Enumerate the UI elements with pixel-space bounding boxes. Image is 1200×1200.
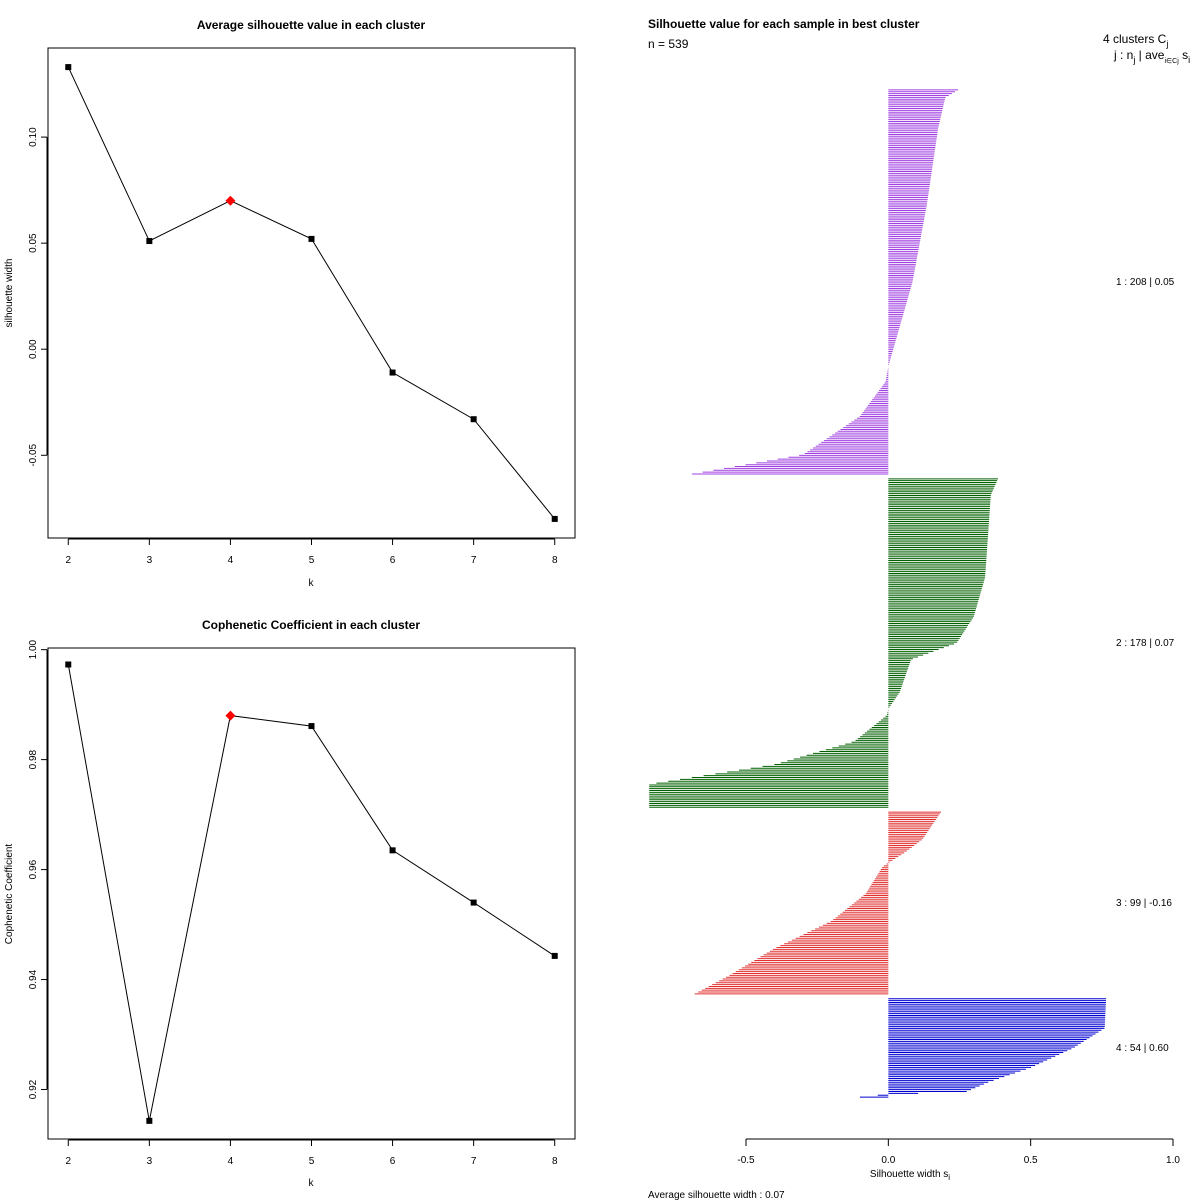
- chart1-plot-frame: [47, 47, 576, 539]
- data-point: [65, 661, 72, 668]
- chart3-xlabel: Silhouette width si: [870, 1169, 950, 1182]
- x-tick-label: 3: [147, 1156, 153, 1167]
- y-tick-label: 0.94: [28, 969, 39, 989]
- y-tick-label: 1.00: [28, 639, 39, 659]
- cophenetic-line-chart: Cophenetic Coefficient in each cluster k…: [4, 618, 576, 1189]
- y-tick-label: 0.98: [28, 749, 39, 769]
- highlight-point: [225, 195, 236, 206]
- silhouette-line-chart: Average silhouette value in each cluster…: [4, 18, 576, 589]
- chart1-series-line: [67, 66, 556, 520]
- chart3-sample-count: n = 539: [648, 37, 689, 51]
- data-point: [389, 847, 396, 854]
- chart2-series-line: [67, 664, 555, 1121]
- x-tick-label: 3: [147, 555, 153, 566]
- y-tick-label: 0.96: [28, 859, 39, 879]
- y-tick-label: -0.05: [28, 443, 39, 466]
- chart2-xlabel: k: [309, 1178, 315, 1189]
- y-tick-label: 0.05: [28, 233, 39, 253]
- data-point: [389, 369, 396, 376]
- data-point: [470, 416, 477, 423]
- silhouette-bar-chart: Silhouette value for each sample in best…: [648, 17, 1190, 1200]
- chart1-xlabel: k: [309, 578, 315, 589]
- y-tick-label: 0.10: [28, 127, 39, 147]
- y-tick-label: 0.00: [28, 339, 39, 359]
- data-point: [470, 899, 477, 906]
- x-tick-label: 2: [65, 555, 71, 566]
- data-point: [551, 515, 558, 522]
- cluster-label: 2 : 178 | 0.07: [1116, 638, 1175, 649]
- chart3-title: Silhouette value for each sample in best…: [648, 17, 920, 31]
- data-point: [551, 952, 558, 959]
- x-tick-label: 4: [228, 555, 234, 566]
- x-tick-label: 2: [65, 1156, 71, 1167]
- data-point: [146, 1117, 153, 1124]
- x-tick-label: 0.0: [881, 1155, 895, 1166]
- cluster-count-header: 4 clusters Cj: [1103, 32, 1168, 49]
- x-tick-label: 5: [309, 555, 315, 566]
- data-point: [65, 64, 72, 71]
- chart2-ylabel: Cophenetic Coefficient: [4, 844, 15, 945]
- cluster-label: 1 : 208 | 0.05: [1116, 277, 1175, 288]
- data-point: [308, 723, 315, 730]
- y-tick-label: 0.92: [28, 1079, 39, 1099]
- average-silhouette-footer: Average silhouette width : 0.07: [648, 1190, 785, 1200]
- data-point: [308, 235, 315, 242]
- x-tick-label: 4: [228, 1156, 234, 1167]
- chart2-title: Cophenetic Coefficient in each cluster: [202, 618, 420, 632]
- x-tick-label: 8: [552, 1156, 558, 1167]
- x-tick-label: 6: [390, 555, 396, 566]
- x-tick-label: 7: [471, 555, 477, 566]
- x-tick-label: 5: [309, 1156, 315, 1167]
- cluster-legend-header: j : nj | avei∈Cj si: [1113, 48, 1190, 65]
- x-tick-label: 8: [552, 555, 558, 566]
- highlight-point: [225, 710, 236, 721]
- x-tick-label: 0.5: [1024, 1155, 1038, 1166]
- data-point: [146, 238, 153, 245]
- cluster-label: 3 : 99 | -0.16: [1116, 898, 1172, 909]
- chart1-ylabel: silhouette width: [4, 259, 15, 328]
- chart2-plot-frame: [47, 647, 576, 1140]
- cluster-label: 4 : 54 | 0.60: [1116, 1043, 1169, 1054]
- x-tick-label: 1.0: [1166, 1155, 1180, 1166]
- x-tick-label: 6: [390, 1156, 396, 1167]
- x-tick-label: 7: [471, 1156, 477, 1167]
- x-tick-label: -0.5: [737, 1155, 755, 1166]
- chart1-title: Average silhouette value in each cluster: [197, 18, 426, 32]
